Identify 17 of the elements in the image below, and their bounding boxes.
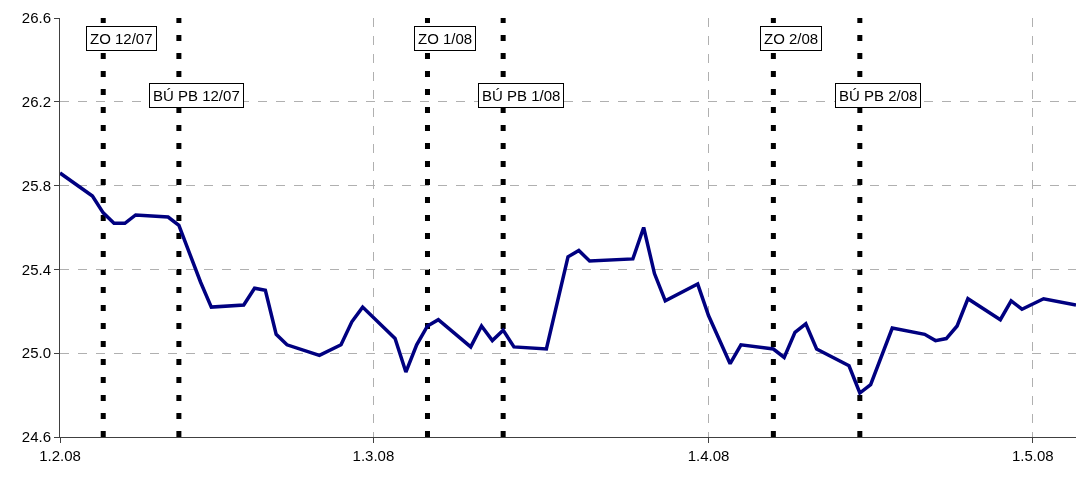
ref-line-label: ZO 12/07 xyxy=(90,30,153,47)
x-tick-label: 1.5.08 xyxy=(1011,447,1054,464)
y-tick-label: 25.8 xyxy=(21,176,51,194)
y-tick-label: 25.4 xyxy=(21,260,51,278)
x-tick-label: 1.3.08 xyxy=(352,447,395,464)
y-tick-label: 25.0 xyxy=(21,344,51,362)
x-tick-label: 1.2.08 xyxy=(39,447,81,464)
y-tick-label: 24.6 xyxy=(21,428,51,446)
ref-line-label: BÚ PB 1/08 xyxy=(482,87,561,104)
line-series xyxy=(60,171,1076,395)
ref-line-label: ZO 2/08 xyxy=(764,30,819,47)
ref-line-label: BÚ PB 12/07 xyxy=(153,87,240,104)
x-tick-label: 1.4.08 xyxy=(687,447,730,464)
y-tick-label: 26.6 xyxy=(21,9,51,27)
ref-line-label: BÚ PB 2/08 xyxy=(839,87,918,104)
ref-line-label: ZO 1/08 xyxy=(418,30,473,47)
y-tick-label: 26.2 xyxy=(21,93,51,111)
